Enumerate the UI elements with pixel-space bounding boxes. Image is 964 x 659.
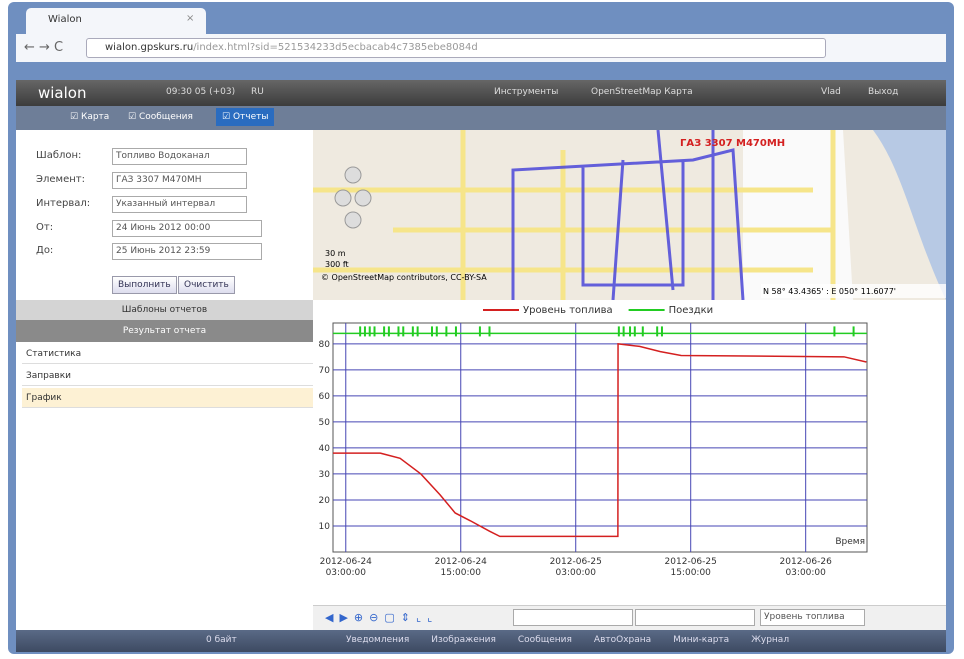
traffic: 0 байт bbox=[206, 635, 237, 645]
page: Wialon × ← → C wialon.gpskurs.ru/index.h… bbox=[0, 0, 964, 659]
status-item[interactable]: Мини-карта bbox=[673, 635, 729, 645]
status-item[interactable]: Сообщения bbox=[518, 635, 572, 645]
field-value[interactable]: ГАЗ 3307 М470МН bbox=[112, 172, 247, 189]
execute-button[interactable]: Выполнить bbox=[112, 276, 177, 294]
field-value[interactable]: 25 Июнь 2012 23:59 bbox=[112, 243, 262, 260]
y-tick-label: 10 bbox=[319, 522, 331, 532]
pan-control[interactable] bbox=[345, 212, 361, 228]
field-value[interactable]: Указанный интервал bbox=[112, 196, 247, 213]
field-value[interactable]: 24 Июнь 2012 00:00 bbox=[112, 220, 262, 237]
y-tick-label: 50 bbox=[319, 418, 331, 428]
plot-area bbox=[333, 323, 867, 552]
user[interactable]: Vlad bbox=[821, 87, 841, 97]
pan-control[interactable] bbox=[355, 190, 371, 206]
tab-close[interactable]: × bbox=[186, 13, 194, 24]
menu-item[interactable]: OpenStreetMap Карта bbox=[591, 87, 693, 97]
attribution: © OpenStreetMap contributors, CC-BY-SA bbox=[321, 273, 487, 282]
result-item[interactable]: Заправки bbox=[22, 366, 313, 386]
app-header: wialon 09:30 05 (+03) RU Инструменты Ope… bbox=[16, 80, 946, 106]
legend-label: Поездки bbox=[669, 305, 714, 316]
tab[interactable]: ☑ Карта bbox=[70, 112, 109, 122]
status-item[interactable]: Изображения bbox=[431, 635, 496, 645]
tab-label: Сообщения bbox=[139, 112, 193, 122]
menu-item[interactable]: Инструменты bbox=[494, 87, 558, 97]
browser-tab[interactable]: Wialon × bbox=[26, 8, 206, 34]
language[interactable]: RU bbox=[251, 87, 264, 97]
map-area bbox=[743, 130, 853, 300]
field-label: Интервал: bbox=[36, 198, 90, 209]
tab[interactable]: ☑ Сообщения bbox=[128, 112, 193, 122]
y-tick-label: 80 bbox=[319, 340, 331, 350]
status-items: Уведомления Изображения Сообщения АвтоОхран… bbox=[346, 635, 811, 645]
input[interactable] bbox=[635, 609, 755, 626]
url-path: /index.html?sid=521534233d5ecbacab4c7385… bbox=[193, 42, 478, 53]
chart-toolbar: ◀▶⊕⊖▢⇕⌞⌞ Уровень топлива bbox=[313, 605, 946, 631]
result-item[interactable]: Статистика bbox=[22, 344, 313, 364]
logout[interactable]: Выход bbox=[868, 87, 898, 97]
result-item[interactable]: График bbox=[22, 388, 313, 408]
field-label: Элемент: bbox=[36, 174, 85, 185]
address-bar[interactable]: wialon.gpskurs.ru/index.html?sid=5215342… bbox=[86, 38, 826, 58]
field-value[interactable]: Топливо Водоканал bbox=[112, 148, 247, 165]
scale: 30 m bbox=[325, 249, 346, 258]
pan-control[interactable] bbox=[345, 167, 361, 183]
field-label: От: bbox=[36, 222, 53, 233]
status-item[interactable]: Журнал bbox=[751, 635, 789, 645]
tab-label: Карта bbox=[81, 112, 109, 122]
tab-row: ☑ Карта ☑ Сообщения ☑ Отчеты bbox=[16, 106, 946, 130]
y-tick-label: 30 bbox=[319, 470, 331, 480]
y-tick-label: 70 bbox=[319, 366, 331, 376]
series-select[interactable]: Уровень топлива bbox=[760, 609, 865, 626]
legend-label: Уровень топлива bbox=[523, 305, 613, 316]
tab-label: Отчеты bbox=[233, 112, 269, 122]
y-tick-label: 60 bbox=[319, 392, 331, 402]
nav-buttons[interactable]: ← → C bbox=[24, 40, 63, 55]
y-tick-label: 20 bbox=[319, 496, 331, 506]
server-time: 09:30 05 (+03) bbox=[166, 87, 235, 97]
tab-active[interactable]: ☑ Отчеты bbox=[216, 108, 274, 126]
clear-button[interactable]: Очистить bbox=[178, 276, 235, 294]
url-host: wialon.gpskurs.ru bbox=[105, 42, 193, 53]
logo: wialon bbox=[38, 84, 86, 102]
status-item[interactable]: АвтоОхрана bbox=[594, 635, 651, 645]
templates-panel[interactable]: Шаблоны отчетов bbox=[16, 300, 313, 320]
toolbar: ← → C wialon.gpskurs.ru/index.html?sid=5… bbox=[16, 34, 946, 62]
pan-control[interactable] bbox=[335, 190, 351, 206]
input[interactable] bbox=[513, 609, 633, 626]
result-panel[interactable]: Результат отчета bbox=[16, 320, 313, 342]
status-bar: 0 байт Уведомления Изображения Сообщения Ав… bbox=[16, 630, 946, 652]
chart: Уровень топлива Поездки 10 20 30 40 50 60 70 80 20… bbox=[313, 300, 946, 605]
field-label: Шаблон: bbox=[36, 150, 81, 161]
y-tick-label: 40 bbox=[319, 444, 331, 454]
map[interactable]: ГАЗ 3307 М470МН 30 m 300 ft © OpenStreet… bbox=[313, 130, 946, 300]
x-axis-label: Время bbox=[835, 537, 865, 547]
field-label: До: bbox=[36, 245, 53, 256]
tab-title: Wialon bbox=[48, 14, 82, 25]
chart-tools[interactable]: ◀▶⊕⊖▢⇕⌞⌞ bbox=[325, 611, 438, 624]
status-item[interactable]: Уведомления bbox=[346, 635, 409, 645]
coords: N 58° 43.4365' : E 050° 11.6077' bbox=[763, 287, 896, 296]
scale: 300 ft bbox=[325, 260, 349, 269]
unit-label: ГАЗ 3307 М470МН bbox=[680, 138, 785, 149]
